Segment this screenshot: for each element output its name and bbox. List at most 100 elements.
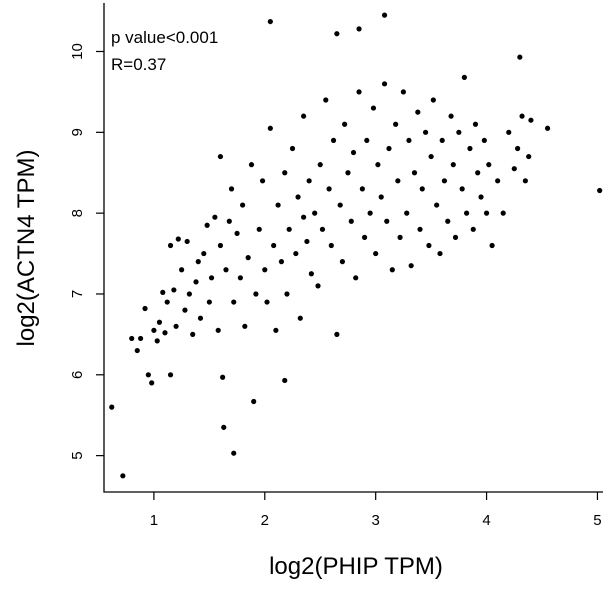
data-point bbox=[448, 113, 454, 119]
data-point bbox=[253, 291, 259, 297]
data-point bbox=[306, 178, 312, 184]
data-point bbox=[456, 129, 462, 135]
data-point bbox=[149, 380, 155, 386]
data-point bbox=[282, 377, 288, 384]
data-point bbox=[164, 299, 170, 305]
data-point bbox=[206, 299, 212, 305]
data-point bbox=[361, 234, 368, 240]
data-point bbox=[470, 226, 476, 232]
data-point bbox=[367, 210, 373, 216]
data-point bbox=[175, 236, 181, 242]
data-point bbox=[330, 137, 337, 144]
data-point bbox=[319, 226, 326, 232]
data-point bbox=[248, 162, 255, 168]
data-point bbox=[171, 287, 177, 293]
data-point bbox=[193, 279, 199, 285]
data-point bbox=[481, 137, 487, 144]
data-point bbox=[478, 194, 484, 200]
data-point bbox=[439, 137, 445, 144]
annotation-r-value: R=0.37 bbox=[111, 55, 166, 74]
data-point bbox=[154, 338, 160, 344]
data-point bbox=[408, 263, 414, 269]
data-point bbox=[167, 372, 174, 378]
data-point bbox=[337, 202, 343, 208]
data-point bbox=[441, 178, 448, 184]
x-tick-label: 5 bbox=[593, 512, 601, 529]
data-point bbox=[120, 473, 126, 479]
data-point bbox=[273, 327, 279, 333]
data-point bbox=[293, 250, 299, 257]
y-axis-ticks: 5 6 7 8 9 10 bbox=[69, 43, 104, 460]
data-point bbox=[326, 186, 332, 192]
data-point bbox=[220, 374, 226, 380]
data-point bbox=[393, 121, 399, 127]
data-point bbox=[544, 125, 551, 131]
data-point bbox=[242, 323, 248, 329]
data-point bbox=[519, 113, 525, 119]
data-point bbox=[515, 145, 521, 152]
data-point bbox=[301, 214, 307, 220]
data-point bbox=[526, 153, 532, 160]
data-point bbox=[295, 194, 301, 200]
data-point bbox=[264, 299, 270, 305]
data-point bbox=[364, 137, 370, 144]
data-point bbox=[386, 145, 392, 152]
data-point bbox=[186, 291, 192, 297]
data-point bbox=[472, 121, 479, 127]
data-point bbox=[256, 226, 262, 232]
data-point bbox=[284, 291, 290, 297]
data-point bbox=[304, 238, 310, 245]
data-point bbox=[267, 125, 273, 131]
data-point bbox=[308, 271, 314, 277]
data-point bbox=[301, 113, 307, 119]
data-point bbox=[182, 307, 188, 313]
data-point bbox=[251, 398, 257, 405]
data-point bbox=[240, 202, 246, 208]
data-point bbox=[422, 129, 429, 135]
data-point bbox=[528, 117, 534, 123]
data-point bbox=[323, 97, 329, 103]
data-point bbox=[282, 170, 288, 176]
data-point bbox=[215, 327, 221, 333]
data-point bbox=[428, 153, 434, 160]
data-point bbox=[475, 170, 481, 176]
data-point bbox=[406, 137, 412, 144]
data-point bbox=[506, 129, 512, 135]
data-point bbox=[597, 187, 603, 194]
data-point bbox=[167, 242, 174, 249]
data-point bbox=[483, 210, 490, 216]
data-point bbox=[345, 170, 351, 176]
data-point bbox=[342, 121, 348, 127]
x-axis-title: log2(PHIP TPM) bbox=[269, 553, 443, 580]
data-point bbox=[137, 335, 144, 342]
data-point bbox=[356, 89, 362, 95]
y-tick-label: 10 bbox=[69, 43, 86, 60]
data-point bbox=[334, 331, 340, 337]
data-point bbox=[384, 218, 390, 224]
data-point bbox=[173, 323, 179, 329]
data-point bbox=[373, 250, 379, 257]
data-point bbox=[109, 404, 115, 410]
data-point bbox=[223, 267, 229, 273]
data-point bbox=[381, 12, 388, 18]
data-point bbox=[245, 255, 251, 261]
data-point bbox=[378, 194, 384, 200]
x-tick-label: 4 bbox=[482, 512, 490, 529]
data-point bbox=[419, 186, 425, 192]
data-point bbox=[217, 242, 224, 249]
data-point bbox=[145, 372, 151, 378]
data-point bbox=[142, 305, 148, 312]
data-point bbox=[517, 54, 523, 60]
y-tick-label: 8 bbox=[69, 209, 86, 217]
data-point bbox=[234, 230, 240, 236]
data-point bbox=[381, 81, 388, 87]
data-point bbox=[259, 178, 266, 184]
data-point bbox=[467, 145, 473, 152]
data-point bbox=[278, 259, 285, 265]
data-point bbox=[212, 214, 218, 220]
y-tick-label: 6 bbox=[69, 371, 86, 379]
x-axis-ticks: 1 2 3 4 5 bbox=[150, 492, 602, 529]
data-point bbox=[271, 242, 277, 249]
annotation-p-value: p value<0.001 bbox=[111, 28, 218, 47]
